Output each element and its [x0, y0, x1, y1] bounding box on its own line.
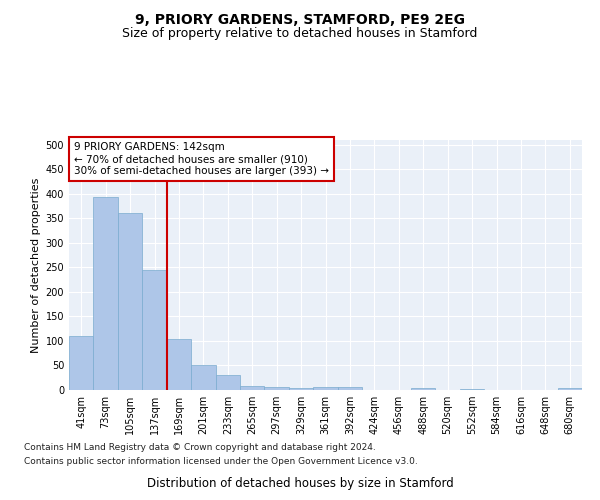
Bar [142, 270, 167, 390]
Bar [167, 339, 191, 390]
Bar [289, 388, 313, 390]
Bar [411, 388, 436, 390]
Text: Distribution of detached houses by size in Stamford: Distribution of detached houses by size … [146, 477, 454, 490]
Y-axis label: Number of detached properties: Number of detached properties [31, 178, 41, 352]
Bar [215, 376, 240, 390]
Bar [118, 212, 142, 390]
Text: 9, PRIORY GARDENS, STAMFORD, PE9 2EG: 9, PRIORY GARDENS, STAMFORD, PE9 2EG [135, 12, 465, 26]
Bar [94, 198, 118, 390]
Text: Contains public sector information licensed under the Open Government Licence v3: Contains public sector information licen… [24, 458, 418, 466]
Bar [557, 388, 582, 390]
Bar [460, 388, 484, 390]
Text: 9 PRIORY GARDENS: 142sqm
← 70% of detached houses are smaller (910)
30% of semi-: 9 PRIORY GARDENS: 142sqm ← 70% of detach… [74, 142, 329, 176]
Bar [191, 366, 215, 390]
Text: Size of property relative to detached houses in Stamford: Size of property relative to detached ho… [122, 28, 478, 40]
Bar [338, 386, 362, 390]
Bar [265, 386, 289, 390]
Text: Contains HM Land Registry data © Crown copyright and database right 2024.: Contains HM Land Registry data © Crown c… [24, 442, 376, 452]
Bar [240, 386, 265, 390]
Bar [69, 336, 94, 390]
Bar [313, 387, 338, 390]
